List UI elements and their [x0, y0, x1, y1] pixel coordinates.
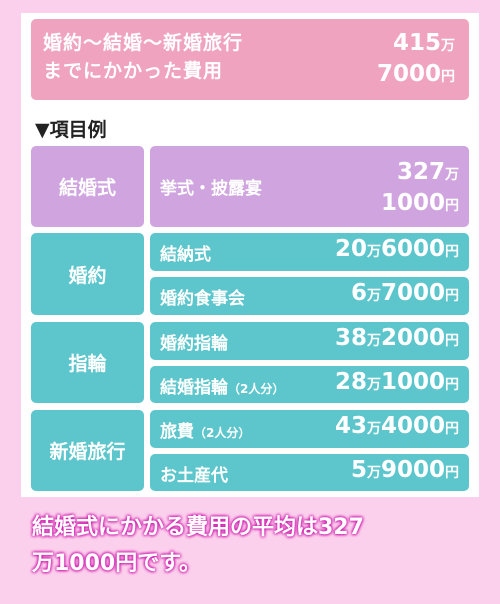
category-wedding: 結婚式	[31, 146, 144, 227]
total-cost-summary: 婚約〜結婚〜新婚旅行 までにかかった費用 415万 7000円	[31, 19, 469, 100]
item-amount: 327万 1000円	[380, 159, 459, 216]
item-souvenirs: お土産代 5万9000円	[150, 454, 469, 491]
category-honeymoon: 新婚旅行	[31, 410, 144, 491]
item-amount: 28万1000円	[334, 369, 459, 395]
item-label: 結婚指輪（2人分）	[160, 378, 285, 398]
category-rings: 指輪	[31, 322, 144, 403]
item-ceremony-reception: 挙式・披露宴 327万 1000円	[150, 146, 469, 227]
caption: 結婚式にかかる費用の平均は327 万1000円です。	[32, 515, 364, 576]
item-wedding-rings: 結婚指輪（2人分） 28万1000円	[150, 366, 469, 403]
item-amount: 43万4000円	[334, 413, 459, 439]
item-amount: 5万9000円	[350, 457, 459, 483]
item-amount: 38万2000円	[334, 325, 459, 351]
item-amount: 6万7000円	[350, 280, 459, 306]
item-label: 結納式	[160, 245, 211, 265]
item-label: 婚約食事会	[160, 289, 245, 309]
item-amount: 20万6000円	[334, 236, 459, 262]
item-label: お土産代	[160, 466, 228, 486]
cost-table-panel: 婚約〜結婚〜新婚旅行 までにかかった費用 415万 7000円 ▼項目例 結婚式…	[21, 13, 479, 497]
total-cost-amount: 415万 7000円	[376, 30, 455, 87]
category-engagement: 婚約	[31, 233, 144, 315]
item-betrothal-ceremony: 結納式 20万6000円	[150, 233, 469, 271]
item-engagement-ring: 婚約指輪 38万2000円	[150, 322, 469, 360]
item-label: 挙式・披露宴	[160, 179, 262, 199]
item-travel-cost: 旅費（2人分） 43万4000円	[150, 410, 469, 448]
total-cost-label: 婚約〜結婚〜新婚旅行 までにかかった費用	[43, 32, 244, 82]
item-engagement-dinner: 婚約食事会 6万7000円	[150, 277, 469, 315]
section-heading: ▼項目例	[35, 119, 107, 141]
item-label: 旅費（2人分）	[160, 422, 251, 442]
item-label: 婚約指輪	[160, 334, 228, 354]
